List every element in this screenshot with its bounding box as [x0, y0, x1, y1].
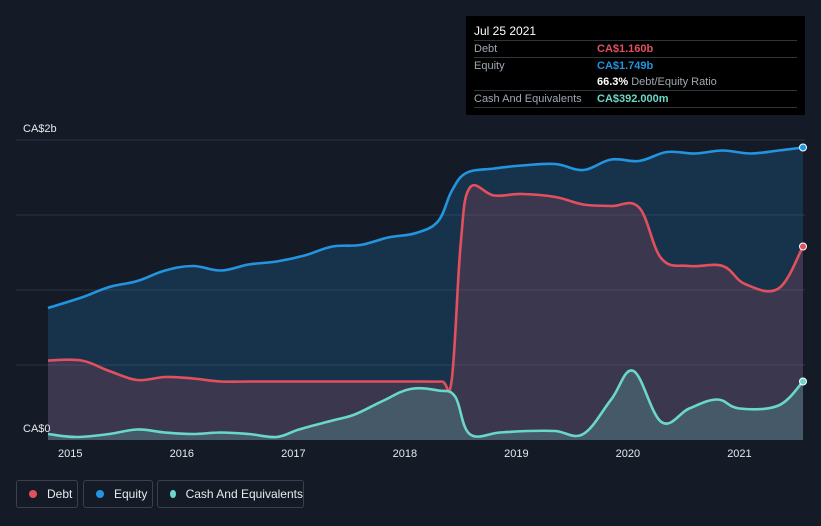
cash-line: [47, 369, 804, 439]
series-lines: [47, 146, 805, 439]
equity-area: [48, 147, 803, 440]
legend-item-debt[interactable]: Debt: [16, 480, 78, 508]
x-tick-label-0: 2015: [58, 448, 82, 460]
y-tick-label-0: CA$0: [23, 423, 51, 435]
y-axis-ticks: CA$0 CA$2b: [23, 123, 57, 435]
tooltip-equity-value: CA$1.749b: [597, 60, 654, 72]
tooltip-date: Jul 25 2021: [474, 24, 537, 38]
tooltip-row-cash: Cash And Equivalents CA$392.000m: [474, 90, 797, 107]
equity-end-marker: [799, 143, 807, 152]
legend-debt-label: Debt: [47, 487, 73, 501]
legend-equity-label: Equity: [114, 487, 148, 501]
x-tick-label-3: 2018: [393, 448, 417, 460]
end-markers: [799, 143, 807, 386]
x-tick-label-1: 2016: [170, 448, 194, 460]
equity-line: [47, 146, 804, 310]
debt-end-marker: [799, 242, 807, 251]
x-tick-label-2: 2017: [281, 448, 305, 460]
tooltip-debt-value: CA$1.160b: [597, 43, 654, 55]
legend-cash-label: Cash And Equivalents: [185, 487, 303, 501]
debt-area: [48, 185, 803, 440]
cash-area: [48, 370, 803, 440]
cash-end-marker: [799, 377, 807, 386]
tooltip-cash-label: Cash And Equivalents: [474, 93, 582, 105]
tooltip-ratio-label: Debt/Equity Ratio: [631, 76, 717, 88]
x-tick-label-6: 2021: [727, 448, 751, 460]
x-tick-label-4: 2019: [504, 448, 528, 460]
tooltip-cash-value: CA$392.000m: [597, 93, 669, 105]
tooltip-debt-label: Debt: [474, 43, 498, 55]
tooltip-row-equity: Equity CA$1.749b: [474, 57, 797, 74]
tooltip-row-ratio: 66.3% Debt/Equity Ratio: [474, 74, 797, 90]
x-axis-ticks: 2015 2016 2017 2018 2019 2020 2021: [58, 448, 752, 460]
equity-dot-icon: [96, 490, 104, 498]
debt-dot-icon: [29, 490, 37, 498]
tooltip-bottom-rule: [474, 107, 797, 124]
legend-item-equity[interactable]: Equity: [83, 480, 153, 508]
tooltip-ratio-value: 66.3%: [597, 76, 629, 88]
data-tooltip: Jul 25 2021 Debt CA$1.160b Equity CA$1.7…: [466, 16, 805, 115]
y-tick-label-1: CA$2b: [23, 123, 57, 135]
gridlines: [16, 139, 805, 366]
tooltip-equity-label: Equity: [474, 60, 505, 72]
series-areas: [48, 147, 803, 440]
tooltip-row-debt: Debt CA$1.160b: [474, 40, 797, 57]
legend-item-cash[interactable]: Cash And Equivalents: [157, 480, 304, 508]
cash-dot-icon: [170, 490, 176, 498]
x-tick-label-5: 2020: [616, 448, 640, 460]
